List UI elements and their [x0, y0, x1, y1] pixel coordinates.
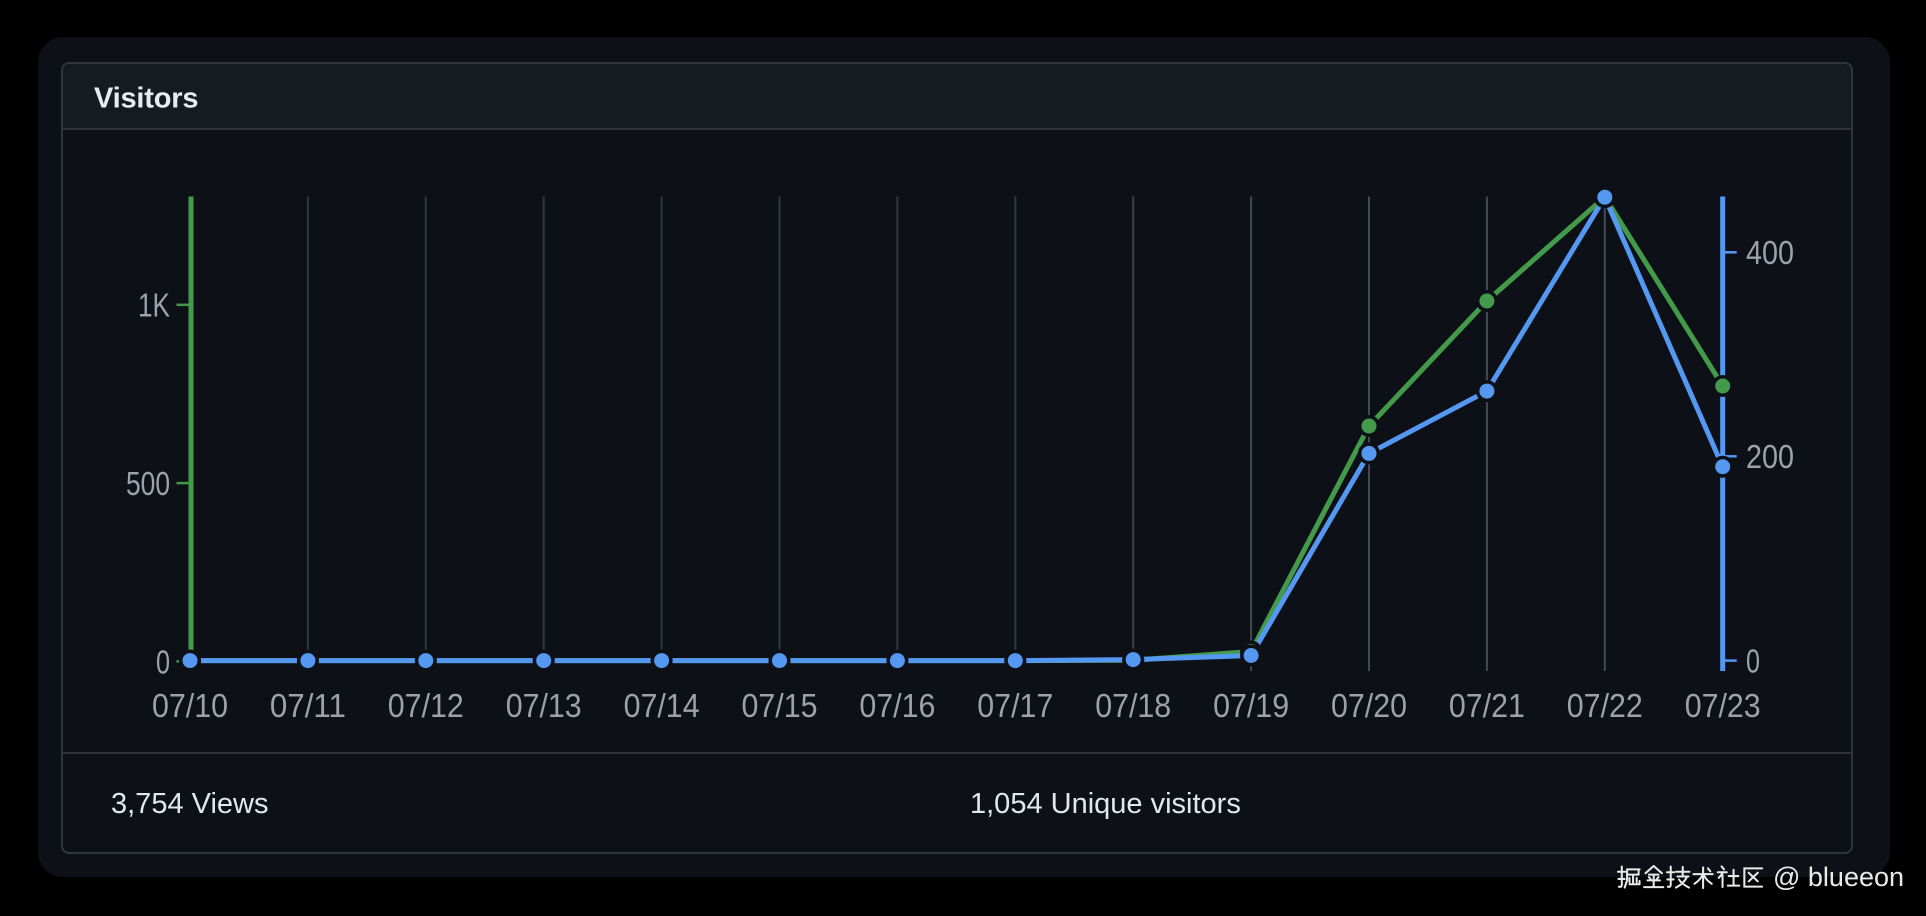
svg-text:07/22: 07/22	[1567, 687, 1643, 724]
svg-text:07/19: 07/19	[1213, 687, 1289, 724]
svg-text:0: 0	[156, 643, 170, 680]
svg-text:07/15: 07/15	[742, 687, 818, 724]
svg-text:500: 500	[126, 465, 170, 502]
svg-text:200: 200	[1746, 438, 1794, 475]
svg-text:07/21: 07/21	[1449, 687, 1525, 724]
svg-text:400: 400	[1746, 234, 1794, 271]
svg-text:1K: 1K	[138, 287, 170, 324]
svg-text:07/17: 07/17	[977, 687, 1053, 724]
svg-text:07/11: 07/11	[270, 687, 346, 724]
svg-text:07/14: 07/14	[624, 687, 700, 724]
svg-text:0: 0	[1746, 642, 1760, 679]
svg-text:07/16: 07/16	[859, 687, 935, 724]
svg-text:07/23: 07/23	[1685, 687, 1761, 724]
svg-text:07/18: 07/18	[1095, 687, 1171, 724]
svg-text:07/13: 07/13	[506, 687, 582, 724]
svg-text:07/12: 07/12	[388, 687, 464, 724]
svg-text:07/10: 07/10	[152, 687, 228, 724]
svg-text:07/20: 07/20	[1331, 687, 1407, 724]
